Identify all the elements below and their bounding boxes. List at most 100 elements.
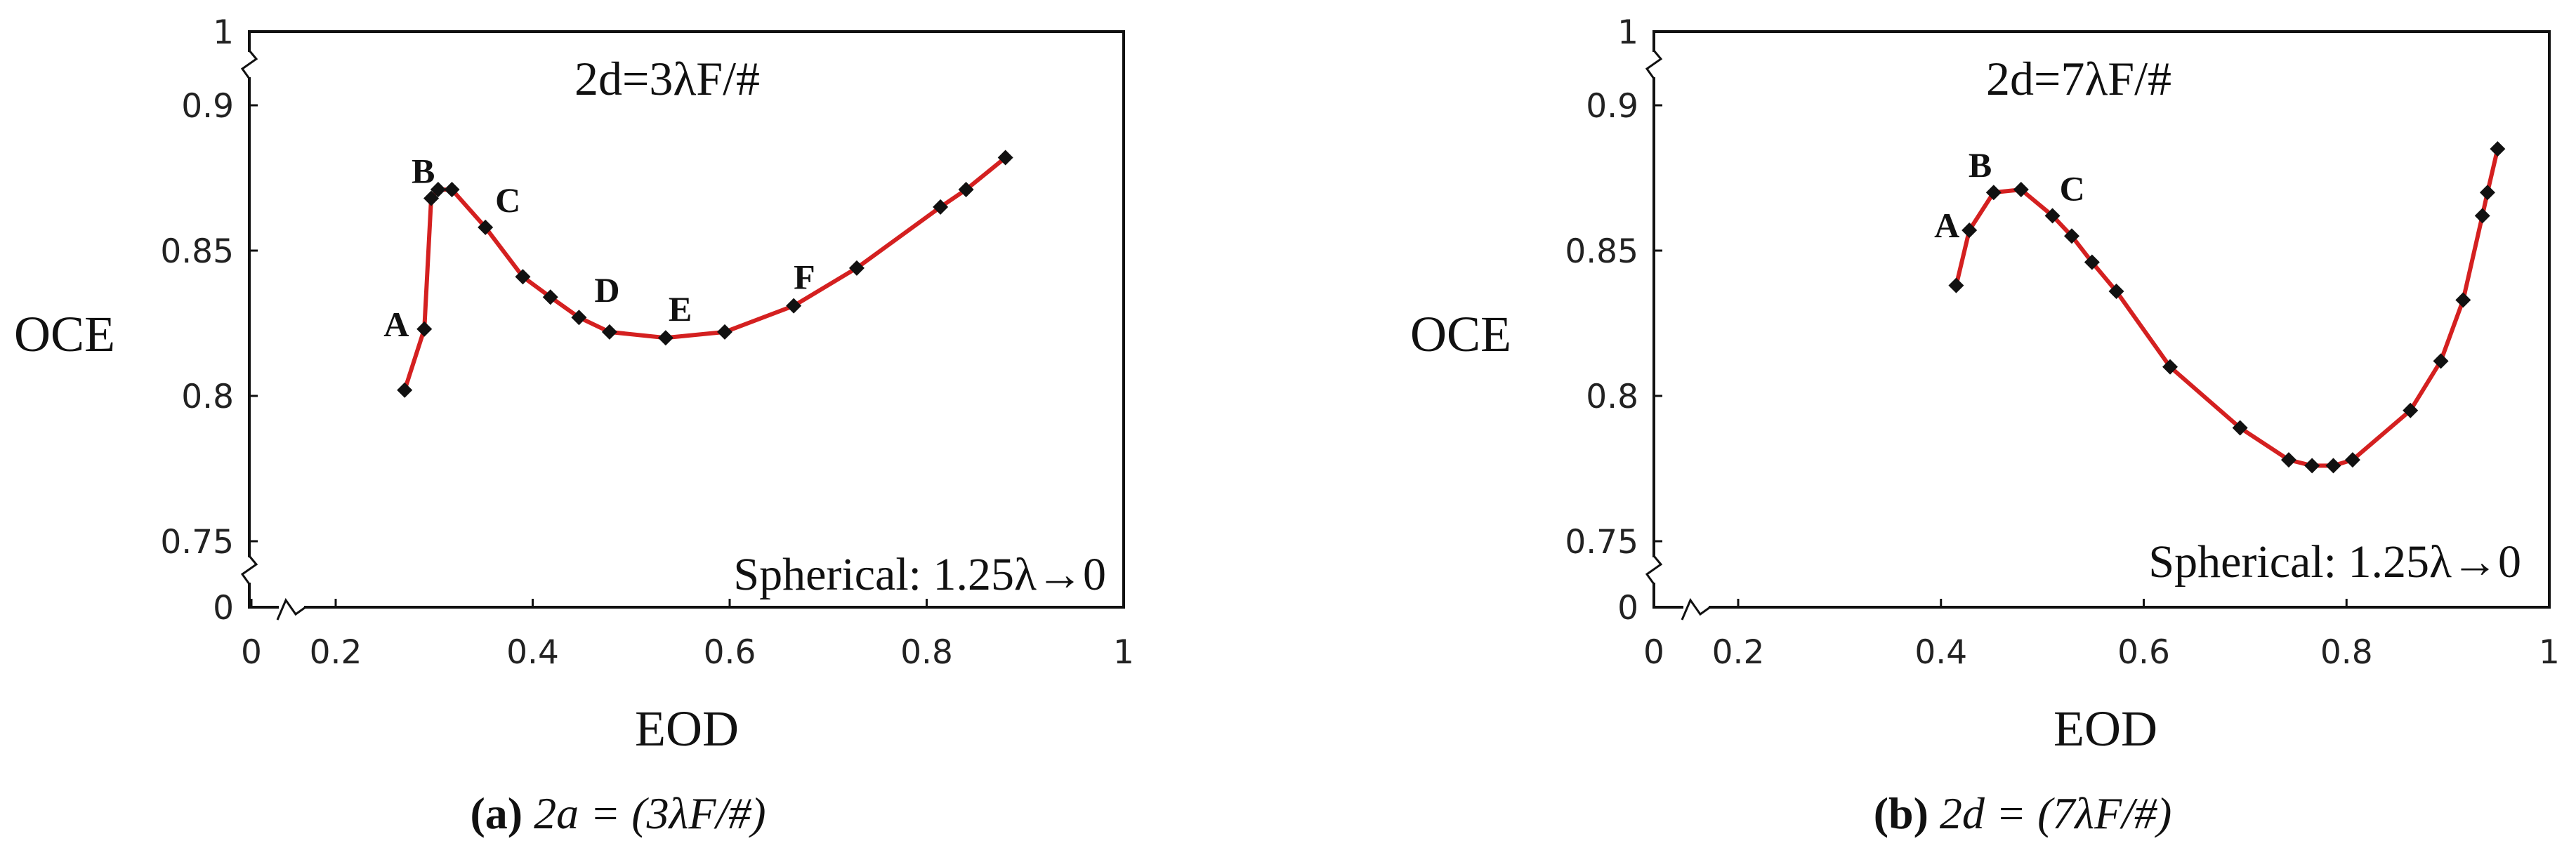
panel-a-point-1	[416, 321, 433, 337]
panel-b-point-17	[2474, 208, 2490, 224]
panel-b-ytick-label-5: 1	[1617, 13, 1638, 52]
panel-a-xtick-label-1: 0.2	[310, 633, 362, 672]
panel-b-point-16	[2455, 292, 2471, 308]
panel-a-annotation: Spherical: 1.25λ→0	[733, 549, 1106, 600]
panel-a-ytick-label-5: 1	[213, 13, 234, 52]
panel-b-series-line	[1954, 148, 2500, 468]
panel-a-point-label-B: B	[412, 151, 435, 190]
panel-a-point-4	[444, 182, 460, 198]
panel-a-point-8	[571, 310, 587, 326]
panel-a-ytick-label-0: 0	[213, 589, 234, 628]
panel-b-point-4	[2044, 208, 2061, 224]
panel-a-point-11	[716, 324, 732, 340]
panel-a-point-6	[515, 269, 531, 285]
panel-b-xtick-label-0: 0	[1643, 633, 1664, 672]
panel-b-xtick-label-1: 0.2	[1712, 633, 1765, 672]
panel-a-xtick-label-2: 0.4	[506, 633, 559, 672]
panel-b-ytick-label-2: 0.8	[1586, 378, 1638, 416]
panel-a-point-label-A: A	[383, 305, 409, 344]
panel-b-point-0	[1948, 277, 1964, 293]
panel-b-point-labels: AB C	[1934, 145, 2084, 245]
panel-a-xtick-label-3: 0.6	[704, 633, 756, 672]
panel-a-ybreak-1	[240, 555, 258, 585]
panel-b-point-1	[1961, 223, 1978, 239]
panel-b-point-19	[2490, 141, 2506, 157]
panel-b-point-15	[2433, 353, 2449, 369]
panel-b-point-6	[2084, 254, 2100, 270]
panel-a: 2d=3λF/# Spherical: 1.25λ→0 OCE EOD 0 0.2…	[14, 13, 1134, 757]
panel-b-xbreak	[1681, 597, 1711, 621]
panel-a-ylabel: OCE	[14, 306, 115, 362]
panel-a-point-10	[657, 330, 673, 346]
panel-b-xtick-label-5: 1	[2539, 633, 2560, 672]
panel-b-point-12	[2325, 458, 2341, 474]
panel-a-ytick-label-4: 0.9	[181, 87, 234, 126]
panel-b-axis-breaks	[1645, 50, 1711, 621]
panel-a-axis-breaks	[240, 50, 306, 621]
panel-a-point-13	[848, 260, 865, 276]
panel-b-point-2	[1985, 185, 2002, 201]
panel-b-point-10	[2280, 452, 2296, 468]
panel-a-xbreak	[276, 597, 306, 621]
panel-a-point-9	[601, 324, 617, 340]
panel-b-ytick-label-1: 0.75	[1565, 523, 1638, 562]
panel-a-point-0	[397, 382, 413, 398]
panel-b-point-11	[2304, 458, 2320, 474]
panel-b-ybreak-0	[1645, 50, 1663, 79]
panel-b-ticks: 0 0.2 0.4 0.6 0.8 1 0 0.75 0.8 0.85 0.9 1	[1565, 13, 2560, 672]
panel-b-ytick-label-3: 0.85	[1565, 232, 1638, 271]
caption-a-text: 2a = (3λF/#)	[523, 788, 765, 838]
caption-a: (a) 2a = (3λF/#)	[470, 788, 765, 838]
panel-b-point-label-A: A	[1934, 206, 1959, 245]
panel-b-markers	[1948, 141, 2506, 474]
panel-a-point-14	[933, 199, 949, 215]
panel-a-point-label-F: F	[794, 258, 815, 297]
panel-b: 2d=7λF/# Spherical: 1.25λ→0 OCE EOD 0 0.2…	[1410, 13, 2560, 757]
panel-b-point-8	[2162, 359, 2179, 375]
panel-b-point-18	[2479, 185, 2495, 201]
panel-b-point-label-C: C	[2060, 168, 2085, 208]
panel-a-point-label-D: D	[594, 270, 619, 310]
panel-a-ytick-label-3: 0.85	[160, 232, 234, 271]
panel-a-ybreak-0	[240, 50, 258, 79]
panel-a-xtick-label-4: 0.8	[900, 633, 953, 672]
panel-a-point-15	[958, 182, 974, 198]
panel-a-title: 2d=3λF/#	[574, 52, 760, 105]
panel-b-point-7	[2108, 283, 2124, 299]
panel-a-plot-frame	[248, 30, 1125, 609]
panel-b-point-5	[2063, 228, 2079, 244]
panel-b-point-9	[2232, 420, 2248, 436]
caption-a-label: (a)	[470, 788, 523, 838]
panel-b-xtick-label-2: 0.4	[1914, 633, 1967, 672]
panel-b-title: 2d=7λF/#	[1986, 52, 2171, 105]
caption-b-label: (b)	[1874, 788, 1928, 838]
panel-b-point-3	[2013, 182, 2029, 198]
panel-b-ybreak-1	[1645, 555, 1663, 585]
panel-a-point-labels: A B C D E F	[383, 151, 815, 343]
panel-a-point-3	[430, 182, 446, 198]
panel-b-plot-frame	[1652, 30, 2551, 609]
panel-b-ylabel: OCE	[1410, 306, 1511, 362]
panel-a-point-12	[786, 298, 802, 314]
panel-b-ytick-label-4: 0.9	[1586, 87, 1638, 126]
panel-b-annotation: Spherical: 1.25λ→0	[2148, 536, 2521, 588]
panel-b-point-13	[2344, 452, 2360, 468]
panel-a-point-5	[478, 219, 494, 235]
panel-a-ytick-label-1: 0.75	[160, 523, 234, 562]
panel-a-xtick-label-0: 0	[241, 633, 262, 672]
panel-a-xtick-label-5: 1	[1113, 633, 1134, 672]
panel-a-point-2	[423, 190, 440, 206]
panel-b-ytick-label-0: 0	[1617, 589, 1638, 628]
panel-a-point-label-C: C	[495, 180, 520, 220]
panel-b-xtick-label-3: 0.6	[2117, 633, 2170, 672]
panel-b-xtick-label-4: 0.8	[2320, 633, 2373, 672]
panel-b-point-14	[2403, 402, 2419, 418]
panel-a-markers	[397, 150, 1013, 398]
panel-a-xlabel: EOD	[635, 701, 739, 757]
panel-a-point-label-E: E	[669, 289, 692, 329]
panel-b-xlabel: EOD	[2053, 701, 2157, 757]
panel-a-point-7	[542, 289, 558, 305]
caption-b-text: 2d = (7λF/#)	[1928, 788, 2171, 838]
caption-b: (b) 2d = (7λF/#)	[1874, 788, 2172, 838]
panel-b-point-label-B: B	[1969, 145, 1992, 185]
